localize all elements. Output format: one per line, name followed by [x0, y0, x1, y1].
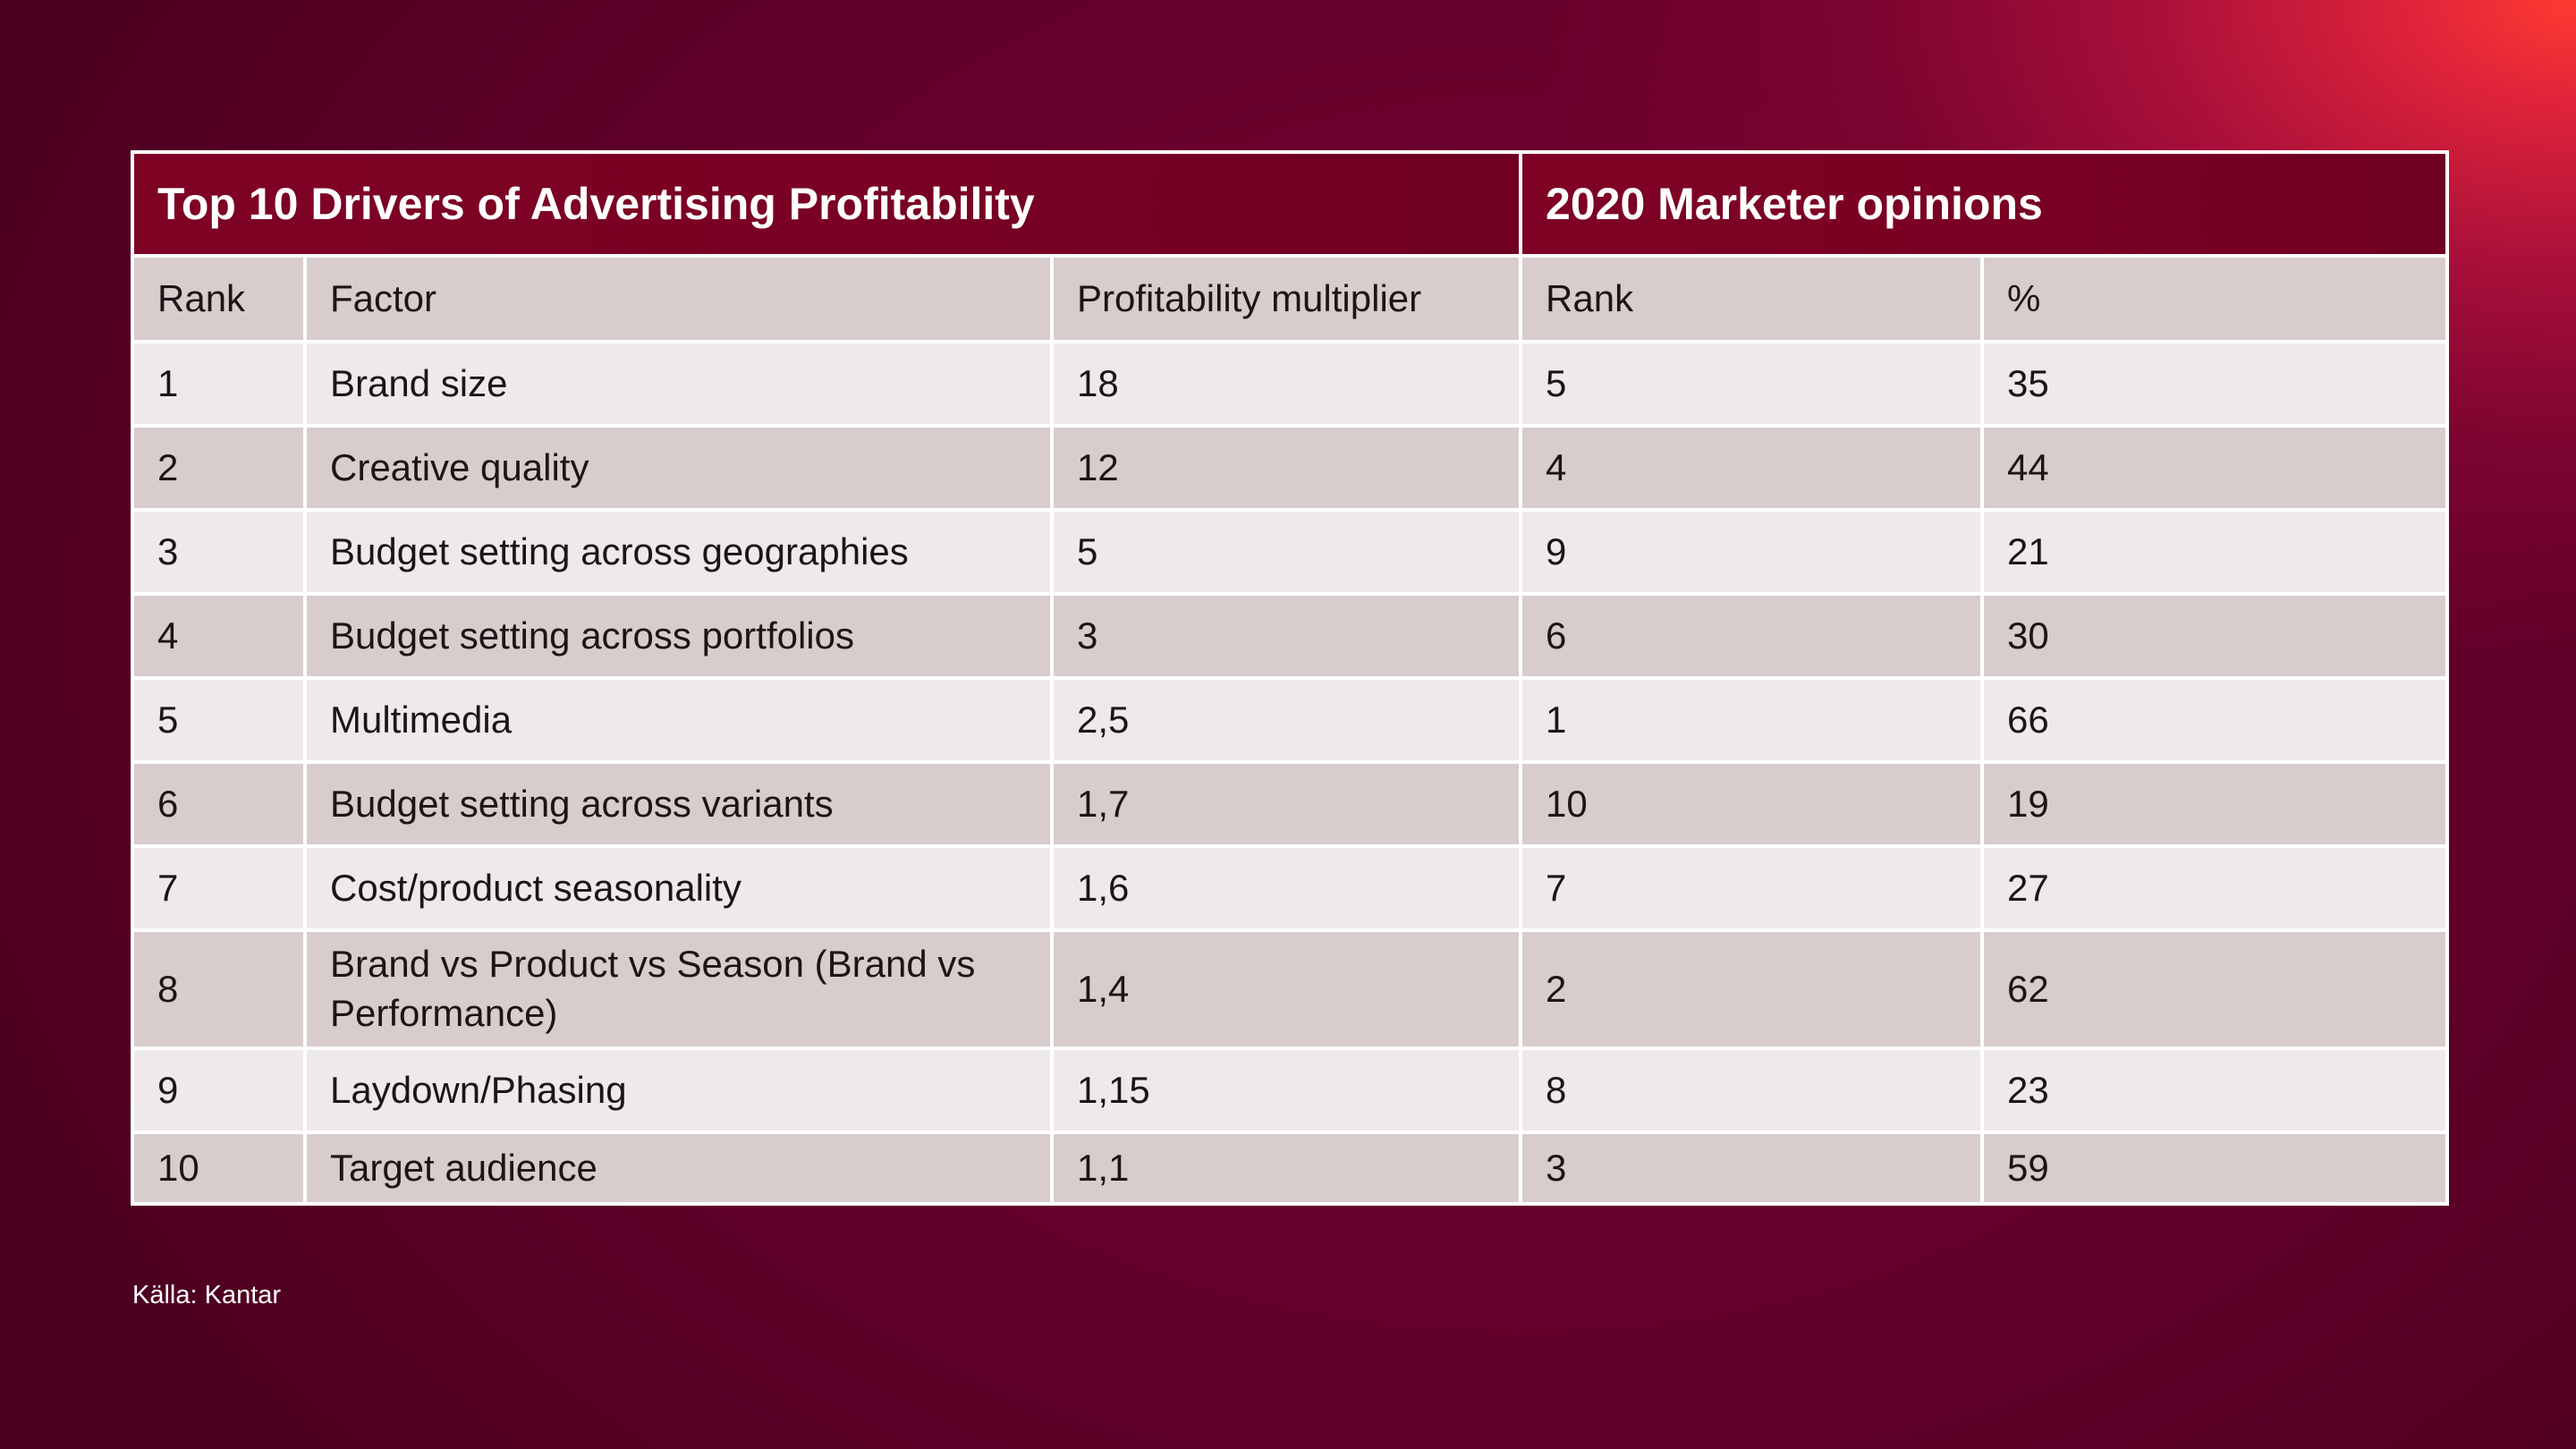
table-row: 10 Target audience 1,1 3 59	[131, 1131, 2450, 1206]
percent-cell: 19	[1980, 760, 2450, 848]
table-title-right: 2020 Marketer opinions	[1519, 150, 2450, 258]
opinion-rank-cell: 1	[1519, 676, 1985, 764]
table-row: 3 Budget setting across geographies 5 9 …	[131, 508, 2450, 596]
factor-cell: Laydown/Phasing	[303, 1046, 1054, 1134]
multiplier-cell: 12	[1049, 424, 1523, 512]
percent-cell: 44	[1980, 424, 2450, 512]
multiplier-cell: 2,5	[1049, 676, 1523, 764]
factor-cell: Budget setting across portfolios	[303, 592, 1054, 680]
table-row: 5 Multimedia 2,5 1 66	[131, 676, 2450, 764]
opinion-rank-cell: 4	[1519, 424, 1985, 512]
column-header-opinion-rank: Rank	[1519, 254, 1985, 343]
percent-cell: 30	[1980, 592, 2450, 680]
table-title-left: Top 10 Drivers of Advertising Profitabil…	[130, 150, 1523, 258]
rank-cell: 4	[131, 592, 307, 680]
table-title-row: Top 10 Drivers of Advertising Profitabil…	[130, 150, 2450, 258]
opinion-rank-cell: 3	[1519, 1131, 1985, 1206]
column-header-row: Rank Factor Profitability multiplier Ran…	[131, 254, 2450, 343]
factor-cell: Budget setting across variants	[303, 760, 1054, 848]
factor-cell: Target audience	[303, 1131, 1054, 1206]
table-row: 8 Brand vs Product vs Season (Brand vs P…	[131, 928, 2450, 1050]
multiplier-cell: 1,4	[1049, 928, 1523, 1050]
table-row: 2 Creative quality 12 4 44	[131, 424, 2450, 512]
multiplier-cell: 1,6	[1049, 844, 1523, 932]
rank-cell: 9	[131, 1046, 307, 1134]
percent-cell: 23	[1980, 1046, 2450, 1134]
table-row: 6 Budget setting across variants 1,7 10 …	[131, 760, 2450, 848]
percent-cell: 27	[1980, 844, 2450, 932]
rank-cell: 8	[131, 928, 307, 1050]
factor-cell: Budget setting across geographies	[303, 508, 1054, 596]
percent-cell: 66	[1980, 676, 2450, 764]
source-note: Källa: Kantar	[132, 1281, 282, 1309]
percent-cell: 59	[1980, 1131, 2450, 1206]
factor-cell: Creative quality	[303, 424, 1054, 512]
rank-cell: 2	[131, 424, 307, 512]
multiplier-cell: 1,15	[1049, 1046, 1523, 1134]
multiplier-cell: 18	[1049, 340, 1523, 428]
drivers-table: Top 10 Drivers of Advertising Profitabil…	[130, 150, 2450, 1206]
rank-cell: 5	[131, 676, 307, 764]
column-header-percent: %	[1980, 254, 2450, 343]
multiplier-cell: 1,1	[1049, 1131, 1523, 1206]
multiplier-cell: 5	[1049, 508, 1523, 596]
factor-cell: Multimedia	[303, 676, 1054, 764]
percent-cell: 35	[1980, 340, 2450, 428]
table-row: 4 Budget setting across portfolios 3 6 3…	[131, 592, 2450, 680]
opinion-rank-cell: 5	[1519, 340, 1985, 428]
table-row: 9 Laydown/Phasing 1,15 8 23	[131, 1046, 2450, 1134]
column-header-rank: Rank	[131, 254, 307, 343]
table-row: 1 Brand size 18 5 35	[131, 340, 2450, 428]
column-header-multiplier: Profitability multiplier	[1049, 254, 1523, 343]
percent-cell: 21	[1980, 508, 2450, 596]
opinion-rank-cell: 8	[1519, 1046, 1985, 1134]
table-row: 7 Cost/product seasonality 1,6 7 27	[131, 844, 2450, 932]
opinion-rank-cell: 10	[1519, 760, 1985, 848]
factor-cell: Brand size	[303, 340, 1054, 428]
rank-cell: 3	[131, 508, 307, 596]
opinion-rank-cell: 6	[1519, 592, 1985, 680]
factor-cell: Cost/product seasonality	[303, 844, 1054, 932]
percent-cell: 62	[1980, 928, 2450, 1050]
multiplier-cell: 3	[1049, 592, 1523, 680]
multiplier-cell: 1,7	[1049, 760, 1523, 848]
rank-cell: 10	[131, 1131, 307, 1206]
rank-cell: 1	[131, 340, 307, 428]
factor-cell: Brand vs Product vs Season (Brand vs Per…	[303, 928, 1054, 1050]
opinion-rank-cell: 2	[1519, 928, 1985, 1050]
opinion-rank-cell: 9	[1519, 508, 1985, 596]
opinion-rank-cell: 7	[1519, 844, 1985, 932]
rank-cell: 7	[131, 844, 307, 932]
column-header-factor: Factor	[303, 254, 1054, 343]
rank-cell: 6	[131, 760, 307, 848]
